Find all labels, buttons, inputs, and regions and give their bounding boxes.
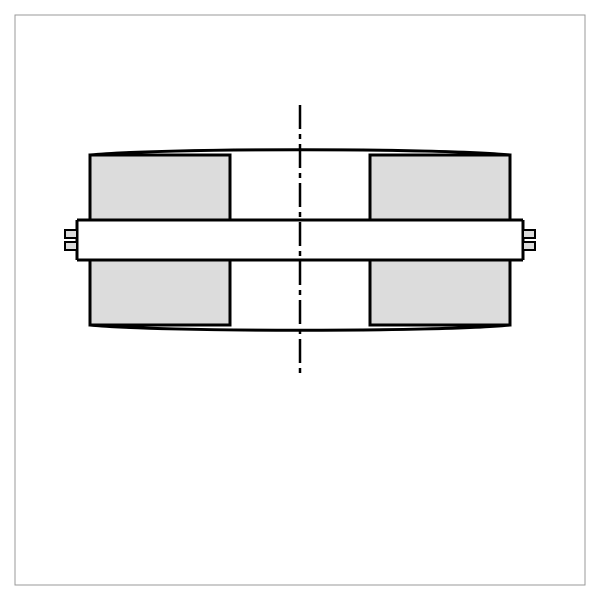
cage-tab-upper-right	[523, 230, 535, 238]
race-lower-left	[90, 260, 230, 325]
bearing-diagram	[0, 0, 600, 600]
race-upper-right	[370, 155, 510, 220]
cage-tab-lower-right	[523, 242, 535, 250]
race-upper-left	[90, 155, 230, 220]
race-lower-right	[370, 260, 510, 325]
cage-tab-lower-left	[65, 242, 77, 250]
cage-tab-upper-left	[65, 230, 77, 238]
